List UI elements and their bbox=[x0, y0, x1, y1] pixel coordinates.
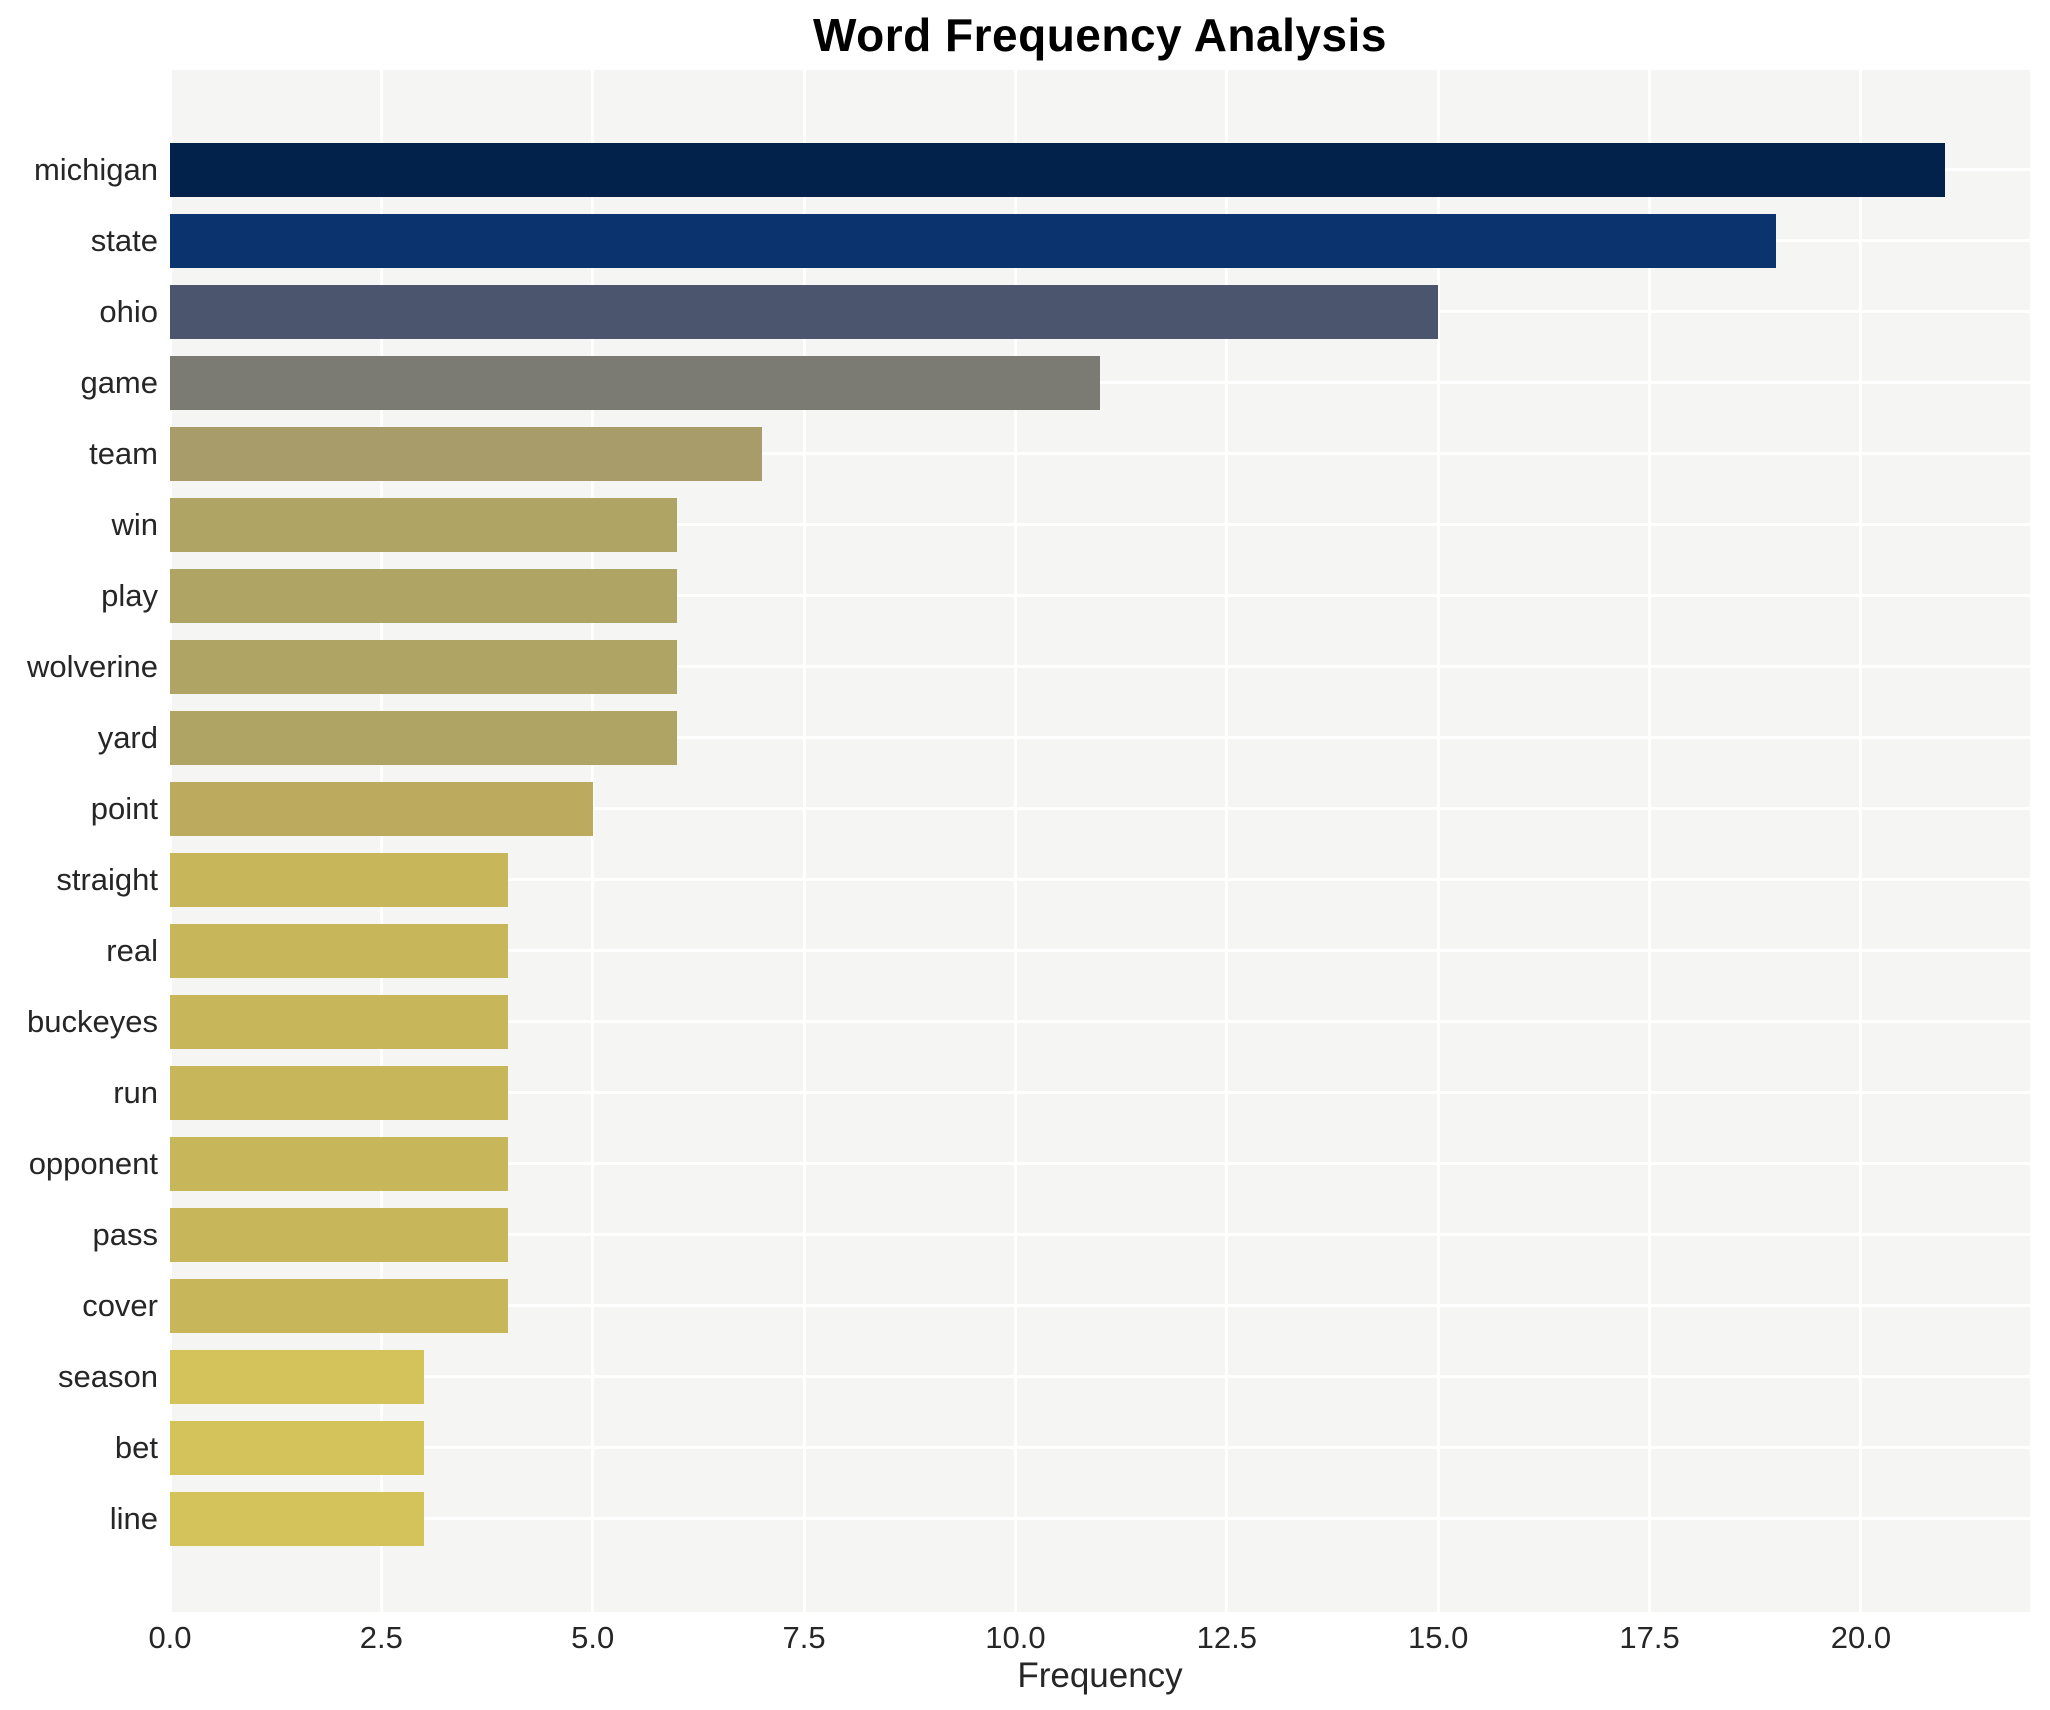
horizontal-gridline-opponent bbox=[170, 1162, 2030, 1165]
y-tick-label-bet: bet bbox=[114, 1429, 158, 1465]
vertical-gridline-2.5 bbox=[379, 70, 383, 1612]
horizontal-gridline-yard bbox=[170, 736, 2030, 739]
bar-pass bbox=[170, 1207, 509, 1262]
horizontal-gridline-bet bbox=[170, 1446, 2030, 1449]
horizontal-gridline-win bbox=[170, 523, 2030, 526]
x-tick-label-10.0: 10.0 bbox=[985, 1620, 1046, 1655]
horizontal-gridline-straight bbox=[170, 878, 2030, 881]
y-tick-label-game: game bbox=[80, 364, 158, 400]
y-tick-label-pass: pass bbox=[92, 1216, 158, 1252]
y-tick-label-team: team bbox=[89, 435, 158, 471]
horizontal-gridline-buckeyes bbox=[170, 1020, 2030, 1023]
horizontal-gridline-season bbox=[170, 1375, 2030, 1378]
y-tick-label-play: play bbox=[101, 577, 158, 613]
y-tick-label-straight: straight bbox=[56, 861, 158, 897]
y-tick-label-cover: cover bbox=[82, 1287, 158, 1323]
x-tick-label-15.0: 15.0 bbox=[1408, 1620, 1469, 1655]
y-tick-label-buckeyes: buckeyes bbox=[27, 1003, 158, 1039]
horizontal-gridline-wolverine bbox=[170, 665, 2030, 668]
horizontal-gridline-cover bbox=[170, 1304, 2030, 1307]
bar-michigan bbox=[170, 142, 1946, 197]
y-tick-label-opponent: opponent bbox=[28, 1145, 158, 1181]
bar-run bbox=[170, 1065, 509, 1120]
bar-team bbox=[170, 426, 762, 481]
vertical-gridline-12.5 bbox=[1225, 70, 1229, 1612]
vertical-gridline-17.5 bbox=[1648, 70, 1652, 1612]
y-tick-label-state: state bbox=[90, 222, 158, 258]
y-tick-label-wolverine: wolverine bbox=[27, 648, 158, 684]
bar-bet bbox=[170, 1420, 424, 1475]
vertical-gridline-20.0 bbox=[1859, 70, 1863, 1612]
vertical-gridline-0.0 bbox=[168, 70, 172, 1612]
horizontal-gridline-game bbox=[170, 381, 2030, 384]
bar-real bbox=[170, 923, 509, 978]
bar-play bbox=[170, 568, 678, 623]
bar-wolverine bbox=[170, 639, 678, 694]
bar-win bbox=[170, 497, 678, 552]
plot-area bbox=[168, 70, 2030, 1612]
bar-ohio bbox=[170, 284, 1439, 339]
bar-state bbox=[170, 213, 1777, 268]
chart-title: Word Frequency Analysis bbox=[813, 9, 1387, 61]
y-tick-label-real: real bbox=[106, 932, 158, 968]
y-tick-label-win: win bbox=[111, 506, 158, 542]
x-tick-label-0.0: 0.0 bbox=[148, 1620, 192, 1655]
y-tick-label-season: season bbox=[58, 1358, 158, 1394]
horizontal-gridline-pass bbox=[170, 1233, 2030, 1236]
bar-game bbox=[170, 355, 1100, 410]
bar-buckeyes bbox=[170, 994, 509, 1049]
vertical-gridline-7.5 bbox=[802, 70, 806, 1612]
horizontal-gridline-team bbox=[170, 452, 2030, 455]
bar-line bbox=[170, 1491, 424, 1546]
horizontal-gridline-point bbox=[170, 807, 2030, 810]
horizontal-gridline-play bbox=[170, 594, 2030, 597]
x-tick-label-5.0: 5.0 bbox=[571, 1620, 615, 1655]
bar-straight bbox=[170, 852, 509, 907]
bar-season bbox=[170, 1349, 424, 1404]
bar-cover bbox=[170, 1278, 509, 1333]
y-tick-label-ohio: ohio bbox=[99, 293, 158, 329]
y-tick-label-michigan: michigan bbox=[33, 151, 158, 187]
vertical-gridline-10.0 bbox=[1013, 70, 1017, 1612]
y-tick-label-point: point bbox=[90, 790, 158, 826]
x-tick-label-7.5: 7.5 bbox=[782, 1620, 826, 1655]
x-tick-label-12.5: 12.5 bbox=[1196, 1620, 1257, 1655]
vertical-gridline-15.0 bbox=[1436, 70, 1440, 1612]
horizontal-gridline-run bbox=[170, 1091, 2030, 1094]
x-tick-label-17.5: 17.5 bbox=[1619, 1620, 1680, 1655]
bar-point bbox=[170, 781, 593, 836]
x-tick-label-20.0: 20.0 bbox=[1830, 1620, 1892, 1655]
horizontal-gridline-line bbox=[170, 1517, 2030, 1520]
horizontal-gridline-real bbox=[170, 949, 2030, 952]
y-tick-label-line: line bbox=[109, 1500, 158, 1536]
x-tick-label-2.5: 2.5 bbox=[359, 1620, 403, 1655]
bar-opponent bbox=[170, 1136, 509, 1191]
y-tick-label-yard: yard bbox=[97, 719, 158, 755]
vertical-gridline-5.0 bbox=[591, 70, 595, 1612]
y-tick-label-run: run bbox=[113, 1074, 158, 1110]
x-axis-label: Frequency bbox=[1017, 1656, 1183, 1695]
bar-yard bbox=[170, 710, 678, 765]
